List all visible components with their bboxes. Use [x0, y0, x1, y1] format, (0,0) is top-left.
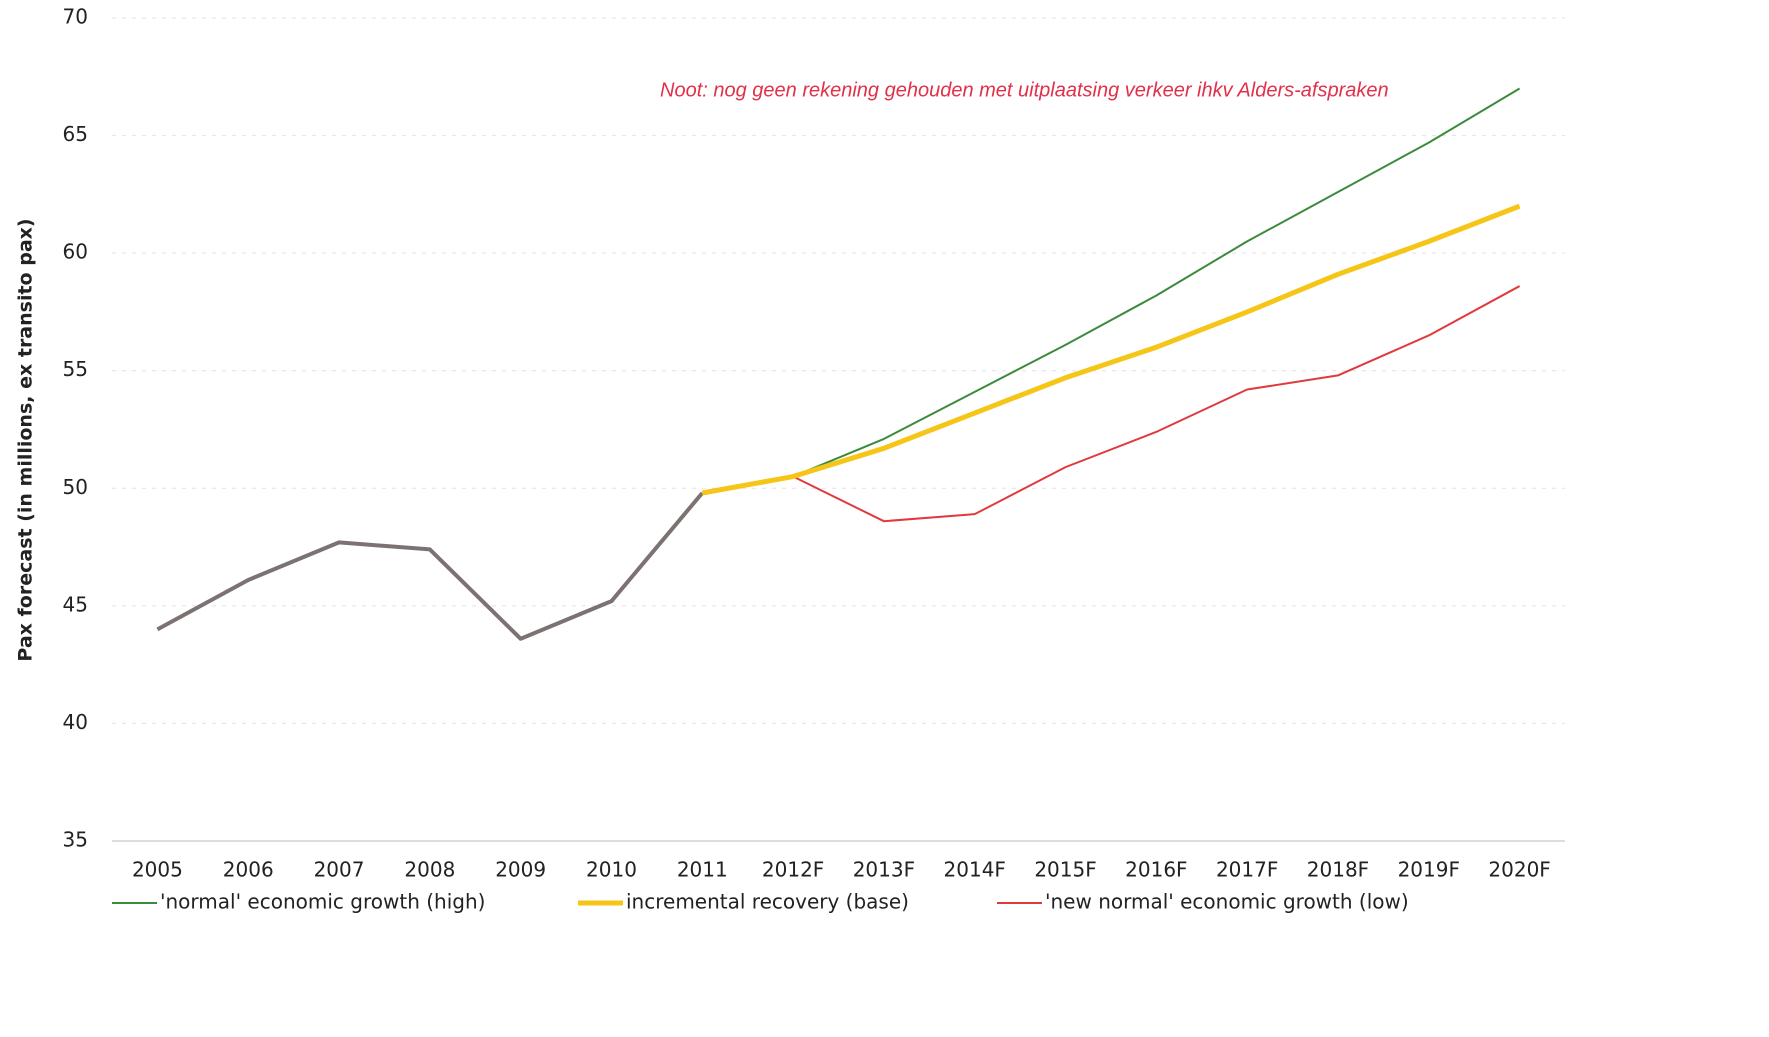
- x-tick-label: 2005: [132, 858, 183, 882]
- legend-label: incremental recovery (base): [626, 890, 909, 914]
- x-tick-label: 2011: [677, 858, 728, 882]
- y-tick-label: 55: [63, 357, 88, 381]
- x-tick-label: 2020F: [1488, 858, 1550, 882]
- y-tick-label: 40: [63, 710, 88, 734]
- x-tick-label: 2015F: [1034, 858, 1096, 882]
- y-tick-label: 50: [63, 475, 88, 499]
- x-tick-label: 2017F: [1216, 858, 1278, 882]
- x-tick-label: 2018F: [1307, 858, 1369, 882]
- legend-label: 'new normal' economic growth (low): [1045, 890, 1409, 914]
- x-tick-label: 2009: [495, 858, 546, 882]
- y-tick-label: 45: [63, 592, 88, 616]
- y-tick-label: 70: [63, 5, 88, 29]
- x-tick-label: 2006: [223, 858, 274, 882]
- legend-label: 'normal' economic growth (high): [160, 890, 485, 914]
- series-line: [156, 491, 704, 641]
- x-tick-label: 2016F: [1125, 858, 1187, 882]
- y-tick-label: 60: [63, 240, 88, 264]
- x-tick-label: 2014F: [944, 858, 1006, 882]
- x-tick-label: 2012F: [762, 858, 824, 882]
- series-line: [792, 87, 1521, 478]
- x-tick-label: 2019F: [1398, 858, 1460, 882]
- y-tick-label: 65: [63, 122, 88, 146]
- x-tick-label: 2008: [404, 858, 455, 882]
- series-line: [701, 203, 1521, 496]
- y-axis-label: Pax forecast (in millions, ex transito p…: [15, 218, 37, 661]
- x-tick-label: 2013F: [853, 858, 915, 882]
- y-tick-label: 35: [63, 828, 88, 852]
- x-tick-label: 2007: [314, 858, 365, 882]
- annotation: Noot: nog geen rekening gehouden met uit…: [660, 79, 1389, 101]
- x-tick-label: 2010: [586, 858, 637, 882]
- series-line: [792, 285, 1521, 523]
